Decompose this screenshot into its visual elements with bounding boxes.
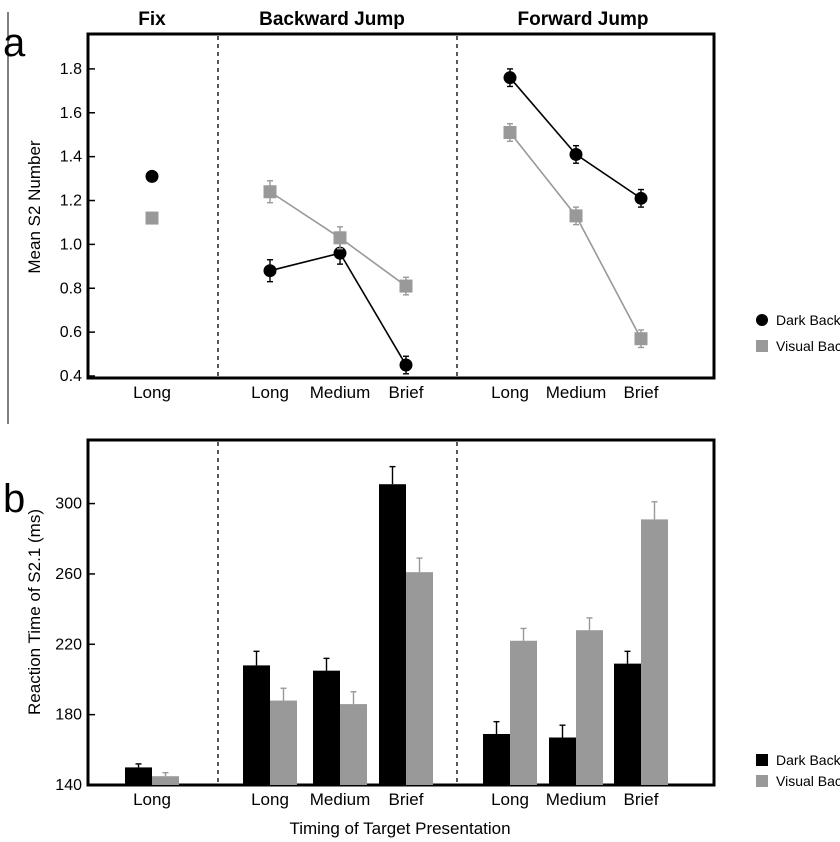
data-point-visual-backg [399, 279, 413, 293]
panel-b-category-label: Medium [310, 790, 370, 809]
bar-dark-backg [549, 737, 576, 785]
data-point-dark-backg [503, 71, 517, 85]
panel-b-legend: Dark Backg Visual Backg [756, 752, 840, 789]
bar-dark-backg [313, 670, 340, 785]
bar-visual-backg [641, 519, 668, 785]
panel-a-category-label: Brief [389, 383, 424, 402]
data-point-dark-backg [399, 358, 413, 372]
bar-visual-backg [510, 640, 537, 785]
panel-b-category-label: Long [491, 790, 529, 809]
group-title-forward-jump: Forward Jump [518, 9, 649, 30]
panel-a-legend: Dark Backg Visual Backg [756, 312, 840, 354]
panel-a-category-label: Long [133, 383, 171, 402]
panel-a-y-tick-label: 1.2 [60, 193, 82, 210]
panel-b-category-label: Brief [624, 790, 659, 809]
bar-dark-backg [125, 767, 152, 785]
panel-a-category-label: Brief [624, 383, 659, 402]
panel-a-y-tick-label: 0.8 [60, 280, 82, 297]
legend-a-dark-marker [756, 314, 768, 326]
bar-visual-backg [270, 700, 297, 785]
panel-b-y-tick-label: 260 [55, 566, 82, 583]
legend-a-visual-marker [756, 340, 768, 352]
data-point-visual-backg [569, 209, 583, 223]
panel-b-y-tick-label: 300 [55, 496, 82, 513]
bar-dark-backg [483, 733, 510, 785]
panel-b-category-label: Medium [546, 790, 606, 809]
panel-b-category-label: Long [133, 790, 171, 809]
panel-a-frame [86, 32, 716, 380]
bar-visual-backg [152, 776, 179, 785]
legend-b-visual-label: Visual Backg [776, 773, 840, 789]
panel-b-category-label: Long [251, 790, 289, 809]
panel-a-category-label: Long [491, 383, 529, 402]
panel-b-letter: b [3, 477, 25, 521]
panel-a-y-tick-label: 1.8 [60, 61, 82, 78]
data-point-visual-backg [333, 231, 347, 245]
panel-b-y-axis-label: Reaction Time of S2.1 (ms) [25, 509, 44, 715]
legend-a-dark-label: Dark Backg [776, 312, 840, 328]
panel-b-marks: 140 180 220 260 300 Long Long Medium Brief Long Me… [55, 465, 668, 809]
data-point-dark-backg [634, 191, 648, 205]
panel-a-y-tick-label: 1.0 [60, 236, 82, 253]
group-title-fix: Fix [138, 9, 166, 30]
group-title-backward-jump: Backward Jump [259, 9, 405, 30]
panel-a-y-tick-label: 1.4 [60, 149, 82, 166]
panel-a-y-tick-label: 0.6 [60, 324, 82, 341]
panel-a-y-tick-label: 0.4 [60, 368, 82, 385]
panel-a-category-label: Long [251, 383, 289, 402]
panel-a-marks: 0.4 0.6 0.8 1.0 1.2 1.4 1.6 1.8 Long Long Medium Br… [60, 61, 659, 402]
series-line-dark-backg [269, 252, 407, 366]
panel-b-y-tick-label: 180 [55, 707, 82, 724]
panel-a-letter: a [3, 21, 26, 65]
panel-a-category-label: Medium [310, 383, 370, 402]
data-point-visual-backg [263, 185, 277, 199]
bar-visual-backg [576, 630, 603, 785]
panel-b-category-label: Brief [389, 790, 424, 809]
panel-b-x-axis-label: Timing of Target Presentation [289, 819, 510, 838]
data-point-dark-backg [145, 169, 159, 183]
legend-b-dark-label: Dark Backg [776, 752, 840, 768]
series-line-dark-backg [509, 77, 642, 199]
bar-dark-backg [243, 665, 270, 785]
legend-b-dark-marker [756, 754, 768, 766]
data-point-dark-backg [263, 264, 277, 278]
panel-b-y-tick-label: 140 [55, 777, 82, 794]
data-point-visual-backg [634, 332, 648, 346]
panel-b-y-tick-label: 220 [55, 636, 82, 653]
data-point-dark-backg [333, 246, 347, 260]
legend-b-visual-marker [756, 775, 768, 787]
legend-a-visual-label: Visual Backg [776, 338, 840, 354]
bar-visual-backg [340, 704, 367, 785]
bar-dark-backg [379, 484, 406, 785]
panel-a-category-label: Medium [546, 383, 606, 402]
data-point-visual-backg [503, 126, 517, 140]
panel-a-y-tick-label: 1.6 [60, 105, 82, 122]
bar-dark-backg [614, 663, 641, 785]
data-point-visual-backg [145, 211, 159, 225]
panel-a-y-axis-label: Mean S2 Number [25, 140, 44, 274]
bar-visual-backg [406, 572, 433, 785]
data-point-dark-backg [569, 147, 583, 161]
